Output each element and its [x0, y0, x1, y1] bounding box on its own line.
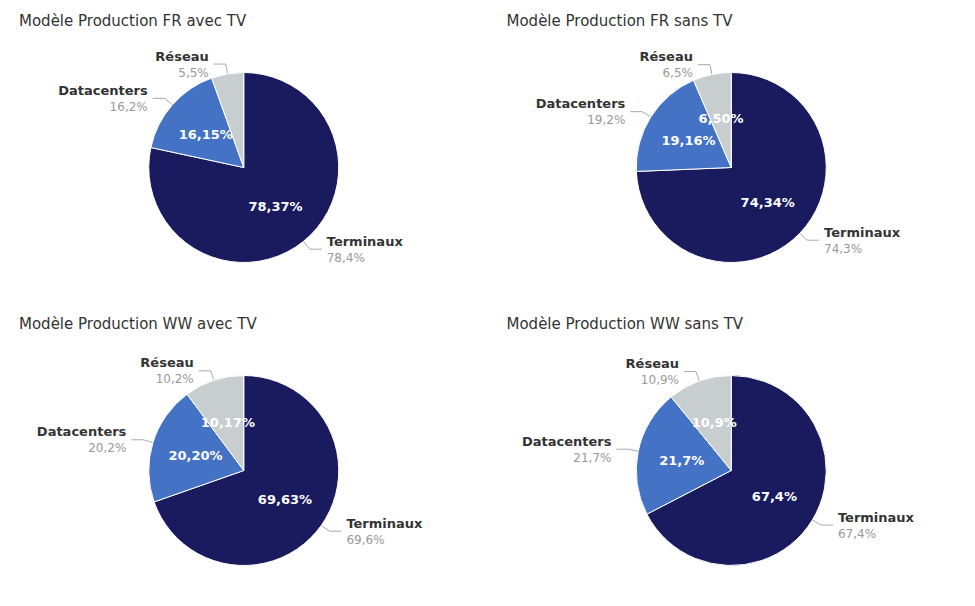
svg-text:74,3%: 74,3%	[824, 242, 862, 256]
svg-text:Réseau: Réseau	[140, 355, 193, 370]
svg-text:10,17%: 10,17%	[201, 415, 255, 430]
svg-text:16,2%: 16,2%	[110, 100, 148, 114]
svg-text:19,16%: 19,16%	[661, 133, 715, 148]
svg-text:16,15%: 16,15%	[179, 127, 233, 142]
svg-text:Terminaux: Terminaux	[327, 234, 404, 249]
svg-text:Réseau: Réseau	[155, 49, 208, 64]
svg-text:67,4%: 67,4%	[752, 489, 797, 504]
svg-text:Terminaux: Terminaux	[838, 510, 915, 525]
svg-text:67,4%: 67,4%	[838, 527, 876, 541]
svg-text:Terminaux: Terminaux	[824, 225, 901, 240]
svg-text:20,2%: 20,2%	[88, 441, 126, 455]
svg-text:10,2%: 10,2%	[156, 372, 194, 386]
svg-text:19,2%: 19,2%	[587, 113, 625, 127]
svg-text:69,6%: 69,6%	[346, 533, 384, 547]
svg-text:Modèle Production FR avec TV: Modèle Production FR avec TV	[19, 12, 247, 30]
svg-text:5,5%: 5,5%	[178, 66, 209, 80]
svg-text:74,34%: 74,34%	[741, 195, 795, 210]
svg-text:Modèle Production WW sans TV: Modèle Production WW sans TV	[507, 315, 744, 333]
svg-text:Datacenters: Datacenters	[37, 424, 127, 439]
svg-text:Réseau: Réseau	[640, 49, 693, 64]
svg-text:78,37%: 78,37%	[248, 199, 302, 214]
svg-text:21,7%: 21,7%	[573, 451, 611, 465]
svg-text:Réseau: Réseau	[626, 356, 679, 371]
svg-text:Terminaux: Terminaux	[346, 516, 423, 531]
svg-text:10,9%: 10,9%	[692, 415, 737, 430]
svg-text:21,7%: 21,7%	[659, 453, 704, 468]
svg-text:20,20%: 20,20%	[168, 448, 222, 463]
svg-text:78,4%: 78,4%	[327, 251, 365, 265]
svg-text:69,63%: 69,63%	[258, 492, 312, 507]
svg-text:Datacenters: Datacenters	[58, 83, 148, 98]
svg-text:6,50%: 6,50%	[698, 111, 743, 126]
svg-text:Modèle Production FR sans TV: Modèle Production FR sans TV	[507, 12, 734, 30]
svg-text:Datacenters: Datacenters	[536, 96, 626, 111]
svg-text:6,5%: 6,5%	[662, 66, 693, 80]
svg-text:Datacenters: Datacenters	[522, 434, 612, 449]
svg-text:10,9%: 10,9%	[641, 373, 679, 387]
svg-text:Modèle Production WW avec TV: Modèle Production WW avec TV	[19, 315, 258, 333]
